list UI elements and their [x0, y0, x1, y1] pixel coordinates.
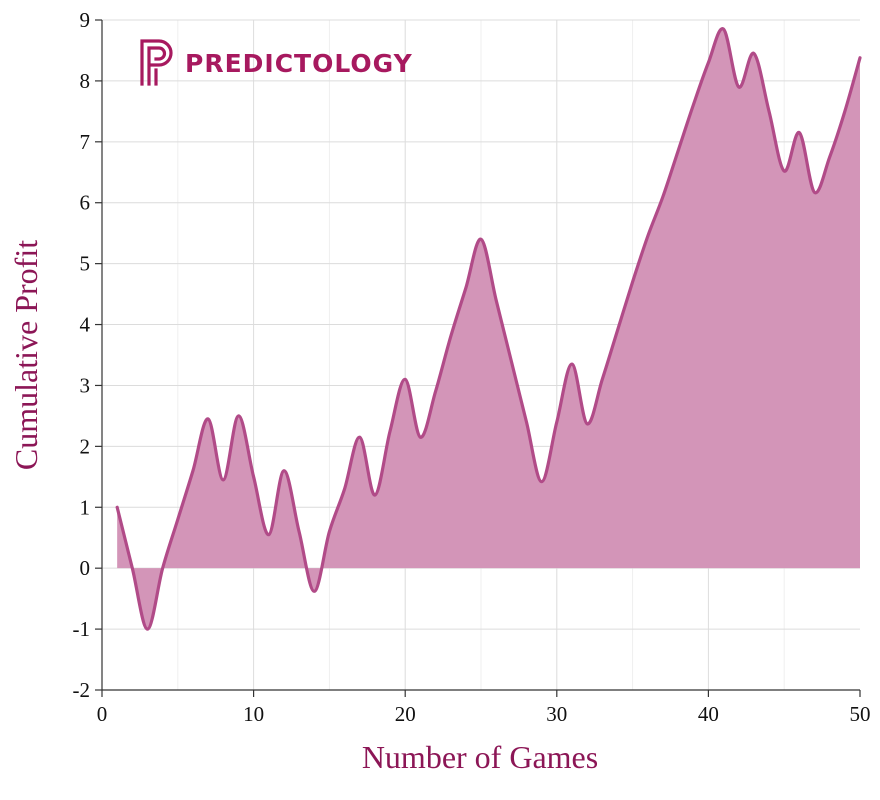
predictology-logo-icon — [140, 39, 173, 86]
y-axis-title: Cumulative Profit — [8, 240, 44, 470]
y-tick-label: 9 — [80, 8, 91, 32]
x-tick-label: 0 — [97, 702, 108, 726]
x-axis-title: Number of Games — [362, 739, 598, 775]
profit-area — [117, 28, 860, 630]
y-tick-label: 0 — [80, 556, 91, 580]
x-tick-label: 10 — [243, 702, 264, 726]
predictology-logo: PREDICTOLOGY — [140, 39, 413, 86]
area-layer — [115, 27, 862, 631]
y-tick-label: 6 — [80, 191, 91, 215]
y-tick-label: 3 — [80, 373, 91, 397]
x-tick-label: 30 — [546, 702, 567, 726]
y-tick-label: 7 — [80, 130, 91, 154]
x-tick-label: 20 — [395, 702, 416, 726]
predictology-logo-text: PREDICTOLOGY — [185, 49, 413, 78]
y-tick-label: -1 — [73, 617, 91, 641]
y-tick-label: 1 — [80, 495, 91, 519]
y-tick-label: 4 — [80, 313, 91, 337]
y-tick-label: 5 — [80, 252, 91, 276]
x-tick-label: 40 — [698, 702, 719, 726]
y-tick-label: 2 — [80, 434, 91, 458]
profit-line — [115, 27, 862, 631]
axes — [95, 19, 861, 697]
y-tick-label: -2 — [73, 678, 91, 702]
x-tick-label: 50 — [850, 702, 871, 726]
tick-labels: -2 -1 0 1 2 3 4 5 6 7 8 9 0 10 20 30 40 50 — [73, 8, 871, 726]
y-tick-label: 8 — [80, 69, 91, 93]
